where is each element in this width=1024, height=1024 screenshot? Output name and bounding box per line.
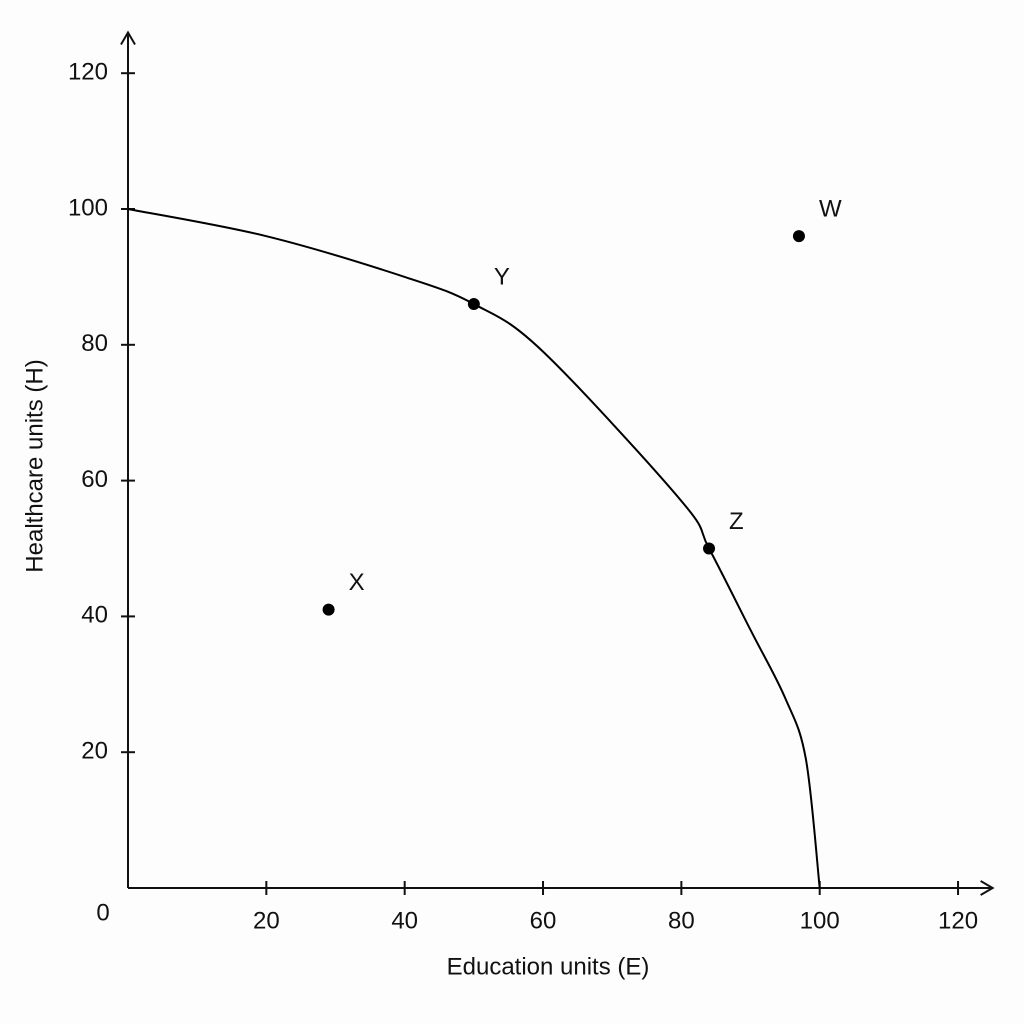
point xyxy=(467,298,480,311)
point-label: Y xyxy=(494,263,510,290)
point-label: Z xyxy=(729,508,744,535)
point xyxy=(703,542,716,555)
y-tick-label: 100 xyxy=(68,194,108,221)
point-label: W xyxy=(819,196,842,223)
x-axis xyxy=(128,880,995,896)
x-tick-label: 0 xyxy=(96,899,109,926)
point xyxy=(322,603,335,616)
y-tick-label: 120 xyxy=(68,59,108,86)
x-tick-label: 120 xyxy=(938,907,978,934)
y-tick-label: 40 xyxy=(81,602,108,629)
y-axis-label: Healthcare units (H) xyxy=(21,359,48,572)
y-axis xyxy=(120,30,136,888)
ppf-curve xyxy=(127,208,821,889)
y-tick-label: 20 xyxy=(81,738,108,765)
x-tick-label: 20 xyxy=(253,907,280,934)
x-tick-label: 60 xyxy=(530,907,557,934)
x-axis-label: Education units (E) xyxy=(447,953,650,980)
y-tick-label: 60 xyxy=(81,466,108,493)
x-tick-label: 40 xyxy=(391,907,418,934)
y-tick-label: 80 xyxy=(81,330,108,357)
x-tick-label: 80 xyxy=(668,907,695,934)
point xyxy=(792,230,805,243)
point-label: X xyxy=(349,569,365,596)
x-tick-label: 100 xyxy=(800,907,840,934)
